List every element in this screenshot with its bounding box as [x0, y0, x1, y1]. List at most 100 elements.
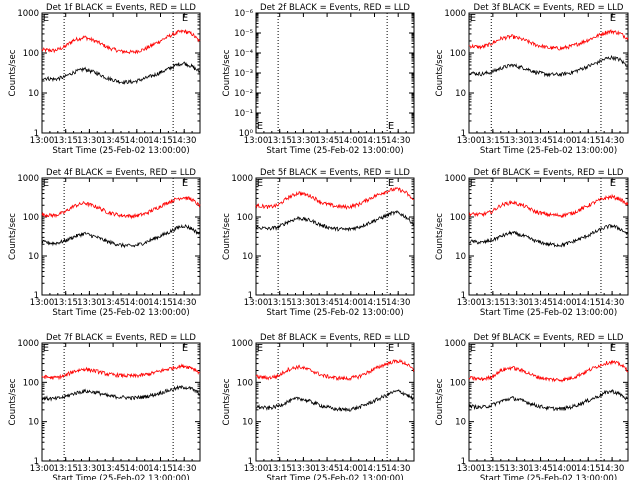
- y-tick-label: 10⁻⁶: [234, 9, 253, 19]
- x-tick-label: 14:15: [362, 464, 387, 474]
- x-tick-label: 13:00: [457, 298, 482, 308]
- marker-label-e: E: [257, 343, 263, 354]
- panel-title: Det 1f BLACK = Events, RED = LLD: [46, 3, 196, 13]
- x-tick-label: 14:15: [148, 298, 173, 308]
- x-tick-label: 13:00: [244, 298, 269, 308]
- y-tick-label: 1000: [231, 174, 253, 184]
- y-tick-label: 1000: [444, 9, 466, 19]
- x-tick-label: 14:30: [172, 464, 197, 474]
- series-lld-line: [468, 359, 629, 383]
- x-tick-label: 13:00: [30, 464, 55, 474]
- plot-frame: [468, 342, 629, 462]
- y-tick-label: 100: [23, 49, 39, 59]
- y-axis-label: Counts/sec: [222, 378, 232, 425]
- x-tick-label: 13:45: [101, 298, 126, 308]
- y-axis-label: Counts/sec: [222, 213, 232, 260]
- x-axis-label: Start Time (25-Feb-02 13:00:00): [266, 146, 403, 156]
- x-tick-label: 13:15: [267, 136, 292, 146]
- y-tick-label: 1000: [17, 9, 39, 19]
- marker-label-e: E: [610, 178, 616, 189]
- y-tick-label: 10: [28, 252, 39, 262]
- x-tick-label: 13:30: [291, 298, 316, 308]
- x-axis-label: Start Time (25-Feb-02 13:00:00): [480, 146, 617, 156]
- x-tick-label: 14:15: [576, 136, 601, 146]
- x-tick-label: 14:00: [339, 298, 364, 308]
- x-axis-label: Start Time (25-Feb-02 13:00:00): [266, 308, 403, 318]
- series-lld-line: [255, 186, 415, 210]
- x-tick-label: 14:30: [386, 298, 411, 308]
- y-axis-label: Counts/sec: [222, 49, 232, 96]
- x-tick-label: 13:00: [244, 136, 269, 146]
- marker-label-e: E: [182, 178, 188, 189]
- x-tick-label: 13:15: [53, 298, 78, 308]
- series-events-line: [468, 224, 629, 248]
- x-tick-label: 13:30: [291, 464, 316, 474]
- series-lld-line: [41, 363, 201, 381]
- y-axis-label: Counts/sec: [435, 49, 445, 96]
- x-tick-label: 14:00: [552, 464, 577, 474]
- x-tick-label: 13:45: [315, 464, 340, 474]
- marker-label-e: E: [388, 178, 394, 189]
- marker-label-e: E: [610, 343, 616, 354]
- series-events-line: [468, 389, 629, 412]
- y-tick-label: 100: [450, 49, 466, 59]
- series-lld-line: [468, 193, 629, 219]
- x-tick-label: 13:45: [528, 464, 553, 474]
- marker-label-e: E: [388, 343, 394, 354]
- marker-label-e: E: [470, 178, 476, 189]
- series-events-line: [41, 61, 201, 85]
- plot-frame: [255, 342, 415, 462]
- marker-label-e: E: [257, 178, 263, 189]
- marker-label-e: E: [388, 121, 394, 132]
- panel-title: Det 8f BLACK = Events, RED = LLD: [260, 333, 410, 343]
- series-events-line: [255, 209, 415, 232]
- y-tick-label: 100: [450, 213, 466, 223]
- panel-title: Det 7f BLACK = Events, RED = LLD: [46, 333, 196, 343]
- panel-title: Det 3f BLACK = Events, RED = LLD: [474, 3, 624, 13]
- x-axis-label: Start Time (25-Feb-02 13:00:00): [480, 474, 617, 480]
- y-tick-label: 1: [34, 457, 39, 467]
- marker-label-e: E: [182, 343, 188, 354]
- y-tick-label: 1000: [17, 339, 39, 349]
- x-tick-label: 14:00: [552, 136, 577, 146]
- series-events-line: [255, 389, 415, 412]
- series-lld-line: [41, 196, 201, 220]
- x-tick-label: 13:30: [77, 298, 102, 308]
- x-tick-label: 14:15: [148, 136, 173, 146]
- y-tick-label: 10⁻²: [234, 89, 253, 99]
- x-tick-label: 14:00: [125, 464, 150, 474]
- y-tick-label: 10⁻⁴: [234, 49, 253, 59]
- x-tick-label: 14:30: [600, 136, 625, 146]
- y-tick-label: 10: [28, 418, 39, 428]
- x-tick-label: 14:00: [125, 136, 150, 146]
- x-tick-label: 13:45: [528, 136, 553, 146]
- y-tick-label: 1: [248, 457, 253, 467]
- x-tick-label: 13:00: [244, 464, 269, 474]
- x-axis-label: Start Time (25-Feb-02 13:00:00): [480, 308, 617, 318]
- marker-label-e: E: [610, 13, 616, 24]
- x-tick-label: 13:15: [53, 136, 78, 146]
- x-tick-label: 14:30: [386, 136, 411, 146]
- marker-label-e: E: [470, 13, 476, 24]
- x-tick-label: 14:15: [362, 136, 387, 146]
- x-tick-label: 14:30: [172, 298, 197, 308]
- x-tick-label: 13:45: [101, 136, 126, 146]
- x-tick-label: 14:00: [125, 298, 150, 308]
- panel-title: Det 2f BLACK = Events, RED = LLD: [260, 3, 410, 13]
- x-tick-label: 13:15: [267, 464, 292, 474]
- plot-frame: [41, 342, 201, 462]
- y-tick-label: 1: [461, 129, 466, 139]
- series-lld-line: [41, 29, 201, 55]
- x-tick-label: 14:30: [600, 298, 625, 308]
- x-tick-label: 13:15: [481, 464, 506, 474]
- x-tick-label: 14:00: [339, 136, 364, 146]
- marker-label-e: E: [43, 13, 49, 24]
